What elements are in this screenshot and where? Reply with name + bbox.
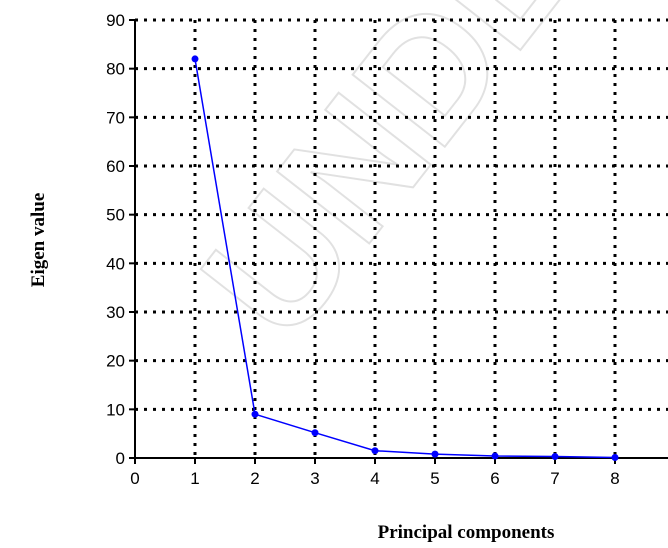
y-tick-label-40: 40 <box>106 254 125 273</box>
x-tick-label-8: 8 <box>610 469 619 488</box>
y-tick-label-30: 30 <box>106 303 125 322</box>
x-tick-label-2: 2 <box>250 469 259 488</box>
y-tick-label-0: 0 <box>116 449 125 468</box>
data-point-6 <box>491 452 499 460</box>
grid <box>135 18 668 458</box>
x-axis-label: Principal components <box>378 522 555 543</box>
x-tick-label-7: 7 <box>550 469 559 488</box>
y-tick-label-70: 70 <box>106 108 125 127</box>
y-axis-label: Eigen value <box>28 193 49 287</box>
y-tick-label-10: 10 <box>106 400 125 419</box>
x-tick-label-3: 3 <box>310 469 319 488</box>
data-series <box>191 55 619 462</box>
series-line-0 <box>194 58 616 459</box>
data-point-7 <box>551 453 559 461</box>
data-point-4 <box>371 447 379 455</box>
y-tick-label-50: 50 <box>106 206 125 225</box>
data-point-5 <box>431 450 439 458</box>
data-point-1 <box>191 55 199 63</box>
y-tick-label-20: 20 <box>106 352 125 371</box>
x-tick-label-5: 5 <box>430 469 439 488</box>
y-tick-label-60: 60 <box>106 157 125 176</box>
y-tick-label-90: 90 <box>106 11 125 30</box>
tick-labels: 0 10 20 30 40 50 60 70 80 90 0 1 2 3 4 5 6 7 8 <box>106 11 620 488</box>
watermark: UNDER <box>165 0 668 373</box>
data-point-8 <box>611 454 619 462</box>
data-point-2 <box>251 410 259 418</box>
x-tick-label-6: 6 <box>490 469 499 488</box>
data-point-3 <box>311 429 319 437</box>
x-tick-label-0: 0 <box>130 469 139 488</box>
x-tick-label-1: 1 <box>190 469 199 488</box>
y-tick-label-80: 80 <box>106 60 125 79</box>
watermark-text: UNDER <box>166 0 668 372</box>
x-tick-label-4: 4 <box>370 469 379 488</box>
